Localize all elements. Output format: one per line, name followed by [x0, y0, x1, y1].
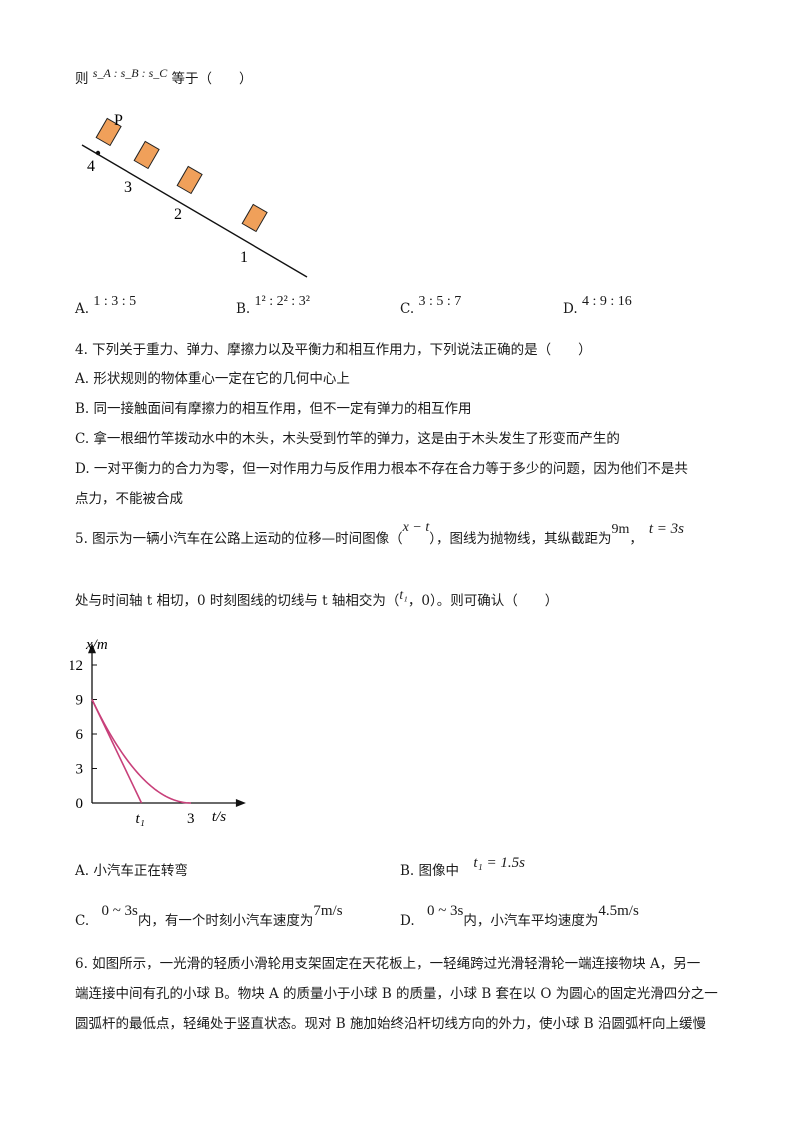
label-4: 4 — [87, 158, 95, 175]
y-tick-label: 0 — [76, 796, 84, 812]
point-p-dot — [95, 150, 101, 156]
x-tick-label-t1: t₁ — [136, 811, 145, 827]
label-1: 1 — [240, 249, 248, 266]
q4-option-d-line1: D. 一对平衡力的合力为零，但一对作用力与反作用力根本不存在合力等于多少的问题，… — [75, 461, 688, 477]
q5-stem-line2: 处与时间轴 t 相切，0 时刻图线的切线与 t 轴相交为（t₁，0）。则可确认（… — [75, 587, 559, 609]
intercept-value: 9m — [611, 522, 630, 537]
x-axis-arrow — [235, 799, 246, 807]
incline-line — [81, 144, 308, 278]
block-4 — [95, 117, 122, 147]
y-tick-label: 9 — [76, 693, 84, 709]
parabola-curve — [91, 699, 192, 804]
q3-option-a: A. 1 : 3 : 5 — [75, 294, 137, 317]
q4-stem: 4. 下列关于重力、弹力、摩擦力以及平衡力和相互作用力，下列说法正确的是（ ） — [75, 342, 592, 358]
q5-option-a: A. 小汽车正在转弯 — [75, 863, 188, 879]
q5-option-b: B. 图像中 t₁ = 1.5s — [400, 855, 525, 879]
block-2 — [176, 165, 203, 195]
q5-option-d: D. 0 ~ 3s内，小汽车平均速度为4.5m/s — [400, 903, 639, 929]
y-axis-label: x/m — [85, 637, 108, 653]
xt-chart: 0 3 6 9 12x/m t/s t₁ 3 — [70, 637, 246, 827]
y-axis-arrow — [88, 643, 96, 654]
tangent-time: t = 3s — [648, 521, 685, 537]
q4-option-a: A. 形状规则的物体重心一定在它的几何中心上 — [75, 371, 350, 387]
intro-suffix: 等于（ ） — [171, 71, 253, 87]
tangent-line — [91, 699, 143, 804]
q5-stem-line1: 5. 图示为一辆小汽车在公路上运动的位移—时间图像（x − t），图线为抛物线，… — [75, 520, 685, 547]
label-2: 2 — [174, 206, 182, 223]
label-3: 3 — [124, 179, 132, 196]
block-3 — [133, 140, 160, 170]
q6-line3: 圆弧杆的最低点，轻绳处于竖直状态。现对 B 施加始终沿杆切线方向的外力，使小球 … — [75, 1016, 707, 1032]
t1-symbol: t₁ — [399, 587, 408, 602]
incline-figure: P 4 3 2 1 — [81, 112, 308, 278]
ratio-expression: s_A : s_B : s_C — [92, 66, 168, 80]
q3-option-b: B. 1² : 2² : 3² — [236, 294, 310, 317]
q4-option-b: B. 同一接触面间有摩擦力的相互作用，但不一定有弹力的相互作用 — [75, 401, 472, 417]
q4-option-d-line2: 点力，不能被合成 — [75, 491, 183, 507]
label-p: P — [114, 112, 123, 129]
intro-line: 则 s_A : s_B : s_C 等于（ ） — [75, 66, 253, 88]
q6-line2: 端连接中间有孔的小球 B。物块 A 的质量小于小球 B 的质量，小球 B 套在以… — [75, 986, 718, 1002]
x-tick-label-3: 3 — [187, 811, 195, 827]
q3-option-c: C. 3 : 5 : 7 — [400, 294, 462, 317]
block-1 — [241, 203, 268, 233]
q4-option-c: C. 拿一根细竹竿拨动水中的木头，木头受到竹竿的弹力，这是由于木头发生了形变而产… — [75, 431, 620, 447]
y-tick-label: 6 — [76, 727, 84, 743]
q5-option-c: C. 0 ~ 3s内，有一个时刻小汽车速度为7m/s — [75, 903, 343, 929]
y-tick-label: 12 — [70, 658, 83, 674]
intro-prefix: 则 — [75, 71, 89, 87]
x-axis-label: t/s — [212, 809, 226, 825]
q6-line1: 6. 如图所示，一光滑的轻质小滑轮用支架固定在天花板上，一轻绳跨过光滑轻滑轮一端… — [75, 956, 701, 972]
graph-label: x − t — [402, 520, 430, 535]
y-tick-label: 3 — [76, 762, 84, 778]
q3-option-d: D. 4 : 9 : 16 — [563, 294, 632, 317]
